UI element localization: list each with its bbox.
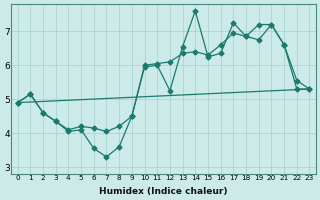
X-axis label: Humidex (Indice chaleur): Humidex (Indice chaleur) <box>99 187 228 196</box>
